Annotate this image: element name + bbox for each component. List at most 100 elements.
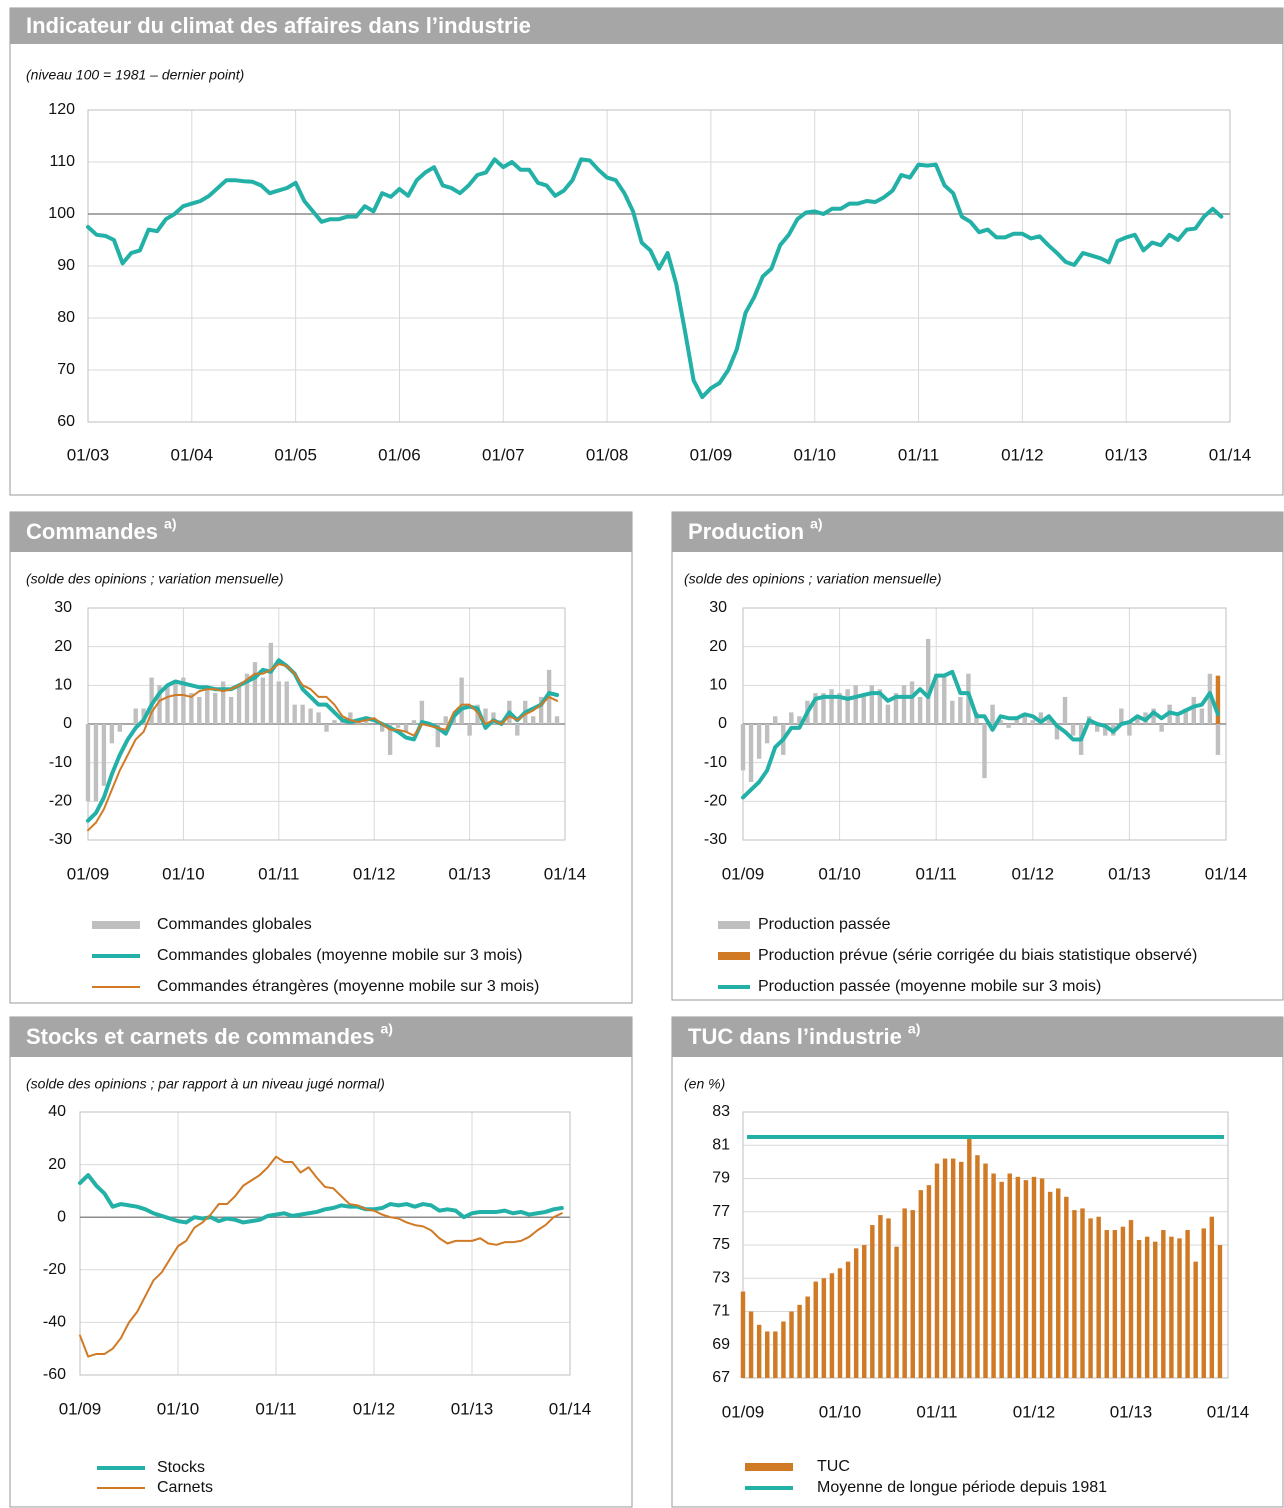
x-tick-label: 01/12: [1001, 445, 1044, 464]
bar: [1015, 1176, 1021, 1378]
legend-label: Production passée (moyenne mobile sur 3 …: [758, 978, 1101, 995]
bar: [878, 1215, 883, 1378]
bar: [740, 724, 746, 771]
legend-label: Commandes globales (moyenne mobile sur 3…: [157, 947, 523, 964]
bar: [893, 693, 899, 724]
bar: [942, 1158, 948, 1378]
panel-title: Commandes: [26, 519, 158, 544]
x-tick-label: 01/12: [353, 864, 396, 883]
bar: [1183, 708, 1188, 724]
bar: [918, 1190, 924, 1378]
bar: [300, 704, 305, 724]
x-tick-label: 01/13: [1110, 1402, 1153, 1421]
x-tick-label: 01/09: [722, 864, 765, 883]
bar: [772, 716, 778, 724]
bar: [1047, 1191, 1053, 1378]
bar: [959, 1161, 964, 1378]
bar: [276, 681, 281, 724]
subtitle: (solde des opinions ; variation mensuell…: [26, 571, 284, 587]
bar: [1054, 724, 1060, 740]
legend-swatch: [718, 952, 750, 960]
title-note: a): [908, 1021, 920, 1037]
bar: [316, 712, 321, 724]
panel: [9, 7, 1284, 496]
bar: [260, 677, 266, 724]
x-tick-label: 01/10: [162, 864, 205, 883]
bar: [189, 693, 194, 724]
series-line: [86, 157, 1224, 400]
bar: [829, 1273, 835, 1378]
legend-label: Commandes globales: [157, 916, 312, 933]
bar: [252, 662, 258, 724]
y-tick-label: 10: [709, 677, 727, 694]
bar: [748, 724, 754, 782]
bar: [789, 1311, 794, 1378]
bar: [870, 1225, 875, 1378]
bar: [173, 681, 178, 724]
bar: [1023, 1180, 1029, 1378]
legend-label: Commandes étrangères (moyenne mobile sur…: [157, 978, 539, 995]
bar: [244, 673, 250, 724]
series-line: [86, 658, 560, 823]
legend-swatch: [92, 921, 140, 929]
bar: [756, 1324, 762, 1378]
title-note: a): [380, 1021, 392, 1037]
bar: [805, 1296, 810, 1378]
bar: [967, 1136, 972, 1378]
panel-header: [10, 1017, 632, 1057]
x-tick-label: 01/13: [448, 864, 491, 883]
x-tick-label: 01/14: [544, 864, 587, 883]
x-tick-label: 01/06: [378, 445, 421, 464]
bar: [1120, 1226, 1126, 1378]
bar: [991, 1173, 996, 1378]
panel-header: [672, 512, 1283, 552]
y-tick-label: -10: [704, 754, 727, 771]
x-tick-label: 01/08: [586, 445, 629, 464]
bar: [220, 681, 226, 724]
y-tick-label: -60: [43, 1366, 66, 1383]
y-tick-label: -20: [49, 793, 72, 810]
bar: [902, 1208, 907, 1378]
bar: [909, 681, 915, 724]
x-tick-label: 01/09: [67, 864, 110, 883]
bar: [228, 696, 234, 724]
bar: [284, 681, 289, 724]
bar: [435, 724, 440, 748]
bar: [1159, 724, 1164, 732]
bar: [821, 693, 826, 724]
x-tick-label: 01/09: [59, 1399, 102, 1418]
bar: [292, 704, 297, 724]
bar: [1185, 1230, 1190, 1378]
bar: [1056, 1188, 1061, 1378]
bar: [950, 1158, 956, 1378]
bar: [797, 1304, 802, 1378]
bar: [764, 724, 770, 744]
bar: [1153, 1241, 1158, 1378]
bar: [1193, 1261, 1198, 1378]
bar: [538, 696, 544, 724]
bar: [869, 685, 875, 724]
bar: [740, 1291, 746, 1378]
legend-label: Production passée: [758, 916, 891, 933]
y-tick-label: 90: [57, 257, 75, 274]
panel-header: [10, 512, 632, 552]
bar: [837, 1268, 843, 1378]
bar: [1030, 720, 1036, 724]
bar: [213, 693, 218, 724]
bar: [877, 689, 883, 724]
subtitle: (solde des opinions ; variation mensuell…: [684, 571, 942, 587]
y-tick-label: 120: [48, 101, 75, 118]
series-line: [741, 669, 1220, 800]
legend-label: Moyenne de longue période depuis 1981: [817, 1479, 1107, 1496]
bar: [990, 704, 995, 724]
bar: [387, 724, 393, 755]
title-note: a): [810, 516, 822, 532]
y-tick-label: 30: [709, 599, 727, 616]
plot-frame: [87, 109, 1231, 423]
y-tick-label: 77: [712, 1203, 730, 1220]
panel-title: TUC dans l’industrie: [688, 1024, 902, 1049]
bar: [515, 724, 520, 736]
bar: [1215, 675, 1221, 724]
bar: [1201, 1228, 1206, 1378]
y-tick-label: 83: [712, 1103, 730, 1120]
